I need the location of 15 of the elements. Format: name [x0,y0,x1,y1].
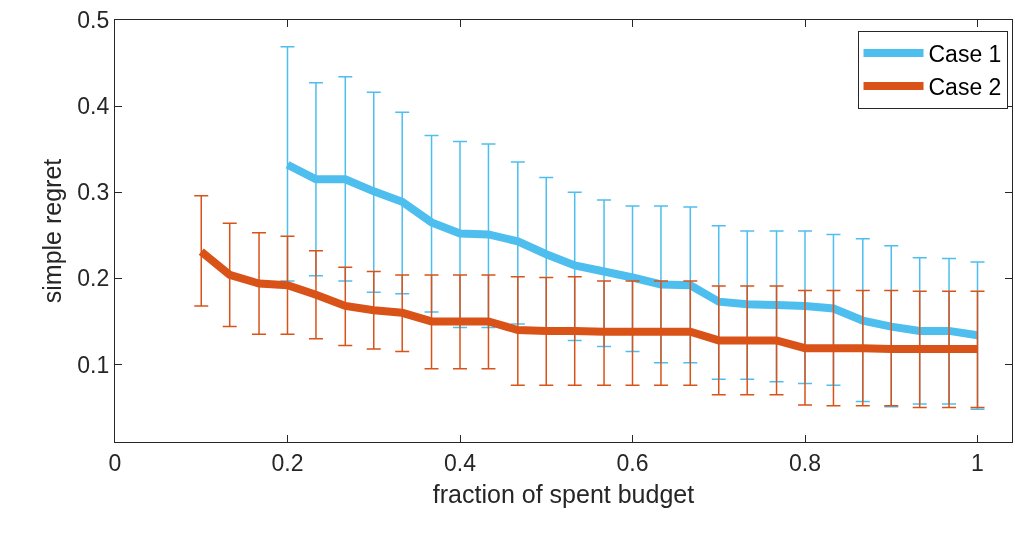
x-tick-label: 1 [971,449,984,476]
x-axis-title: fraction of spent budget [432,479,695,508]
x-tick-label: 0.8 [789,449,821,476]
x-tick-label: 0.4 [444,449,477,476]
y-tick-label: 0.4 [77,93,110,120]
y-tick-label: 0.3 [77,179,110,206]
y-tick-label: 0.2 [77,265,110,292]
legend-label: Case 2 [928,73,1002,100]
x-tick-label: 0.2 [271,449,304,476]
y-axis-title: simple regret [38,158,67,304]
legend-label: Case 1 [928,40,1002,67]
y-tick-label: 0.1 [77,351,110,378]
x-tick-label: 0.6 [616,449,649,476]
y-tick-label: 0.5 [77,7,110,34]
x-tick-label: 0 [108,449,122,476]
